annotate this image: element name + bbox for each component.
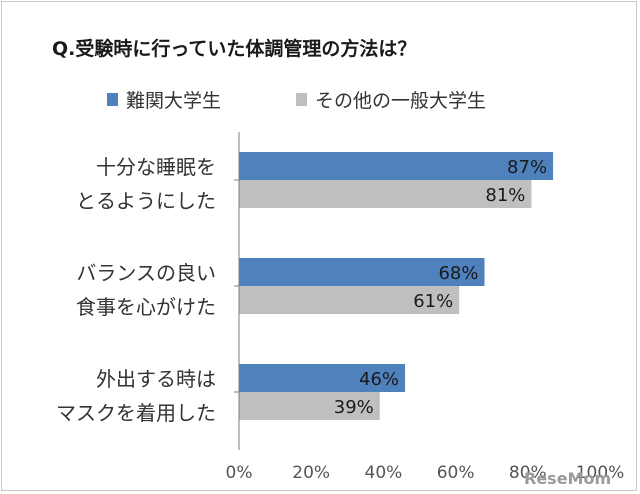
bar-series-2-category-1 [239, 180, 532, 208]
x-axis-ticks: 0% 20% 40% 60% 80% 100% [226, 463, 625, 483]
chart-title: Q.受験時に行っていた体調管理の方法は？ [52, 37, 416, 60]
bar-series-2-category-2 [239, 286, 460, 314]
legend-swatch-series-2 [296, 93, 307, 106]
category-label-3-line-2: マスクを着用した [56, 401, 216, 425]
data-labels: 87% 81% 68% 61% 46% 39% [334, 157, 547, 418]
x-tick-label-4: 60% [437, 463, 475, 483]
legend: 難関大学生 その他の一般大学生 [107, 90, 486, 112]
legend-label-series-2: その他の一般大学生 [315, 90, 486, 112]
data-label-series-2-category-2: 61% [413, 291, 453, 312]
x-tick-label-1: 0% [226, 463, 253, 483]
bar-series-1-category-1 [239, 152, 554, 180]
data-label-series-1-category-1: 87% [507, 157, 547, 178]
category-label-1-line-2: とるようにした [76, 189, 216, 213]
category-labels: 十分な睡眠をとるようにしたバランスの良い食事を心がけた外出する時はマスクを着用し… [56, 155, 239, 425]
category-label-2-line-2: 食事を心がけた [76, 295, 216, 319]
x-tick-label-6: 100% [576, 463, 625, 483]
data-label-series-2-category-3: 39% [334, 397, 374, 418]
watermark-logo: ReseMom [524, 469, 611, 488]
legend-swatch-series-1 [107, 93, 118, 106]
category-label-2-line-1: バランスの良い [76, 261, 216, 285]
category-label-1-line-1: 十分な睡眠を [96, 155, 216, 179]
category-label-3-line-1: 外出する時は [96, 367, 216, 391]
bar-series-2-category-3 [239, 392, 380, 420]
x-tick-label-3: 40% [365, 463, 403, 483]
data-label-series-1-category-3: 46% [359, 369, 399, 390]
x-tick-label-2: 20% [292, 463, 330, 483]
legend-label-series-1: 難関大学生 [126, 90, 221, 112]
x-tick-label-5: 80% [509, 463, 547, 483]
data-label-series-2-category-1: 81% [485, 185, 525, 206]
bar-series-1-category-2 [239, 258, 485, 286]
bars [239, 152, 554, 420]
data-label-series-1-category-2: 68% [438, 263, 478, 284]
bar-series-1-category-3 [239, 364, 406, 392]
